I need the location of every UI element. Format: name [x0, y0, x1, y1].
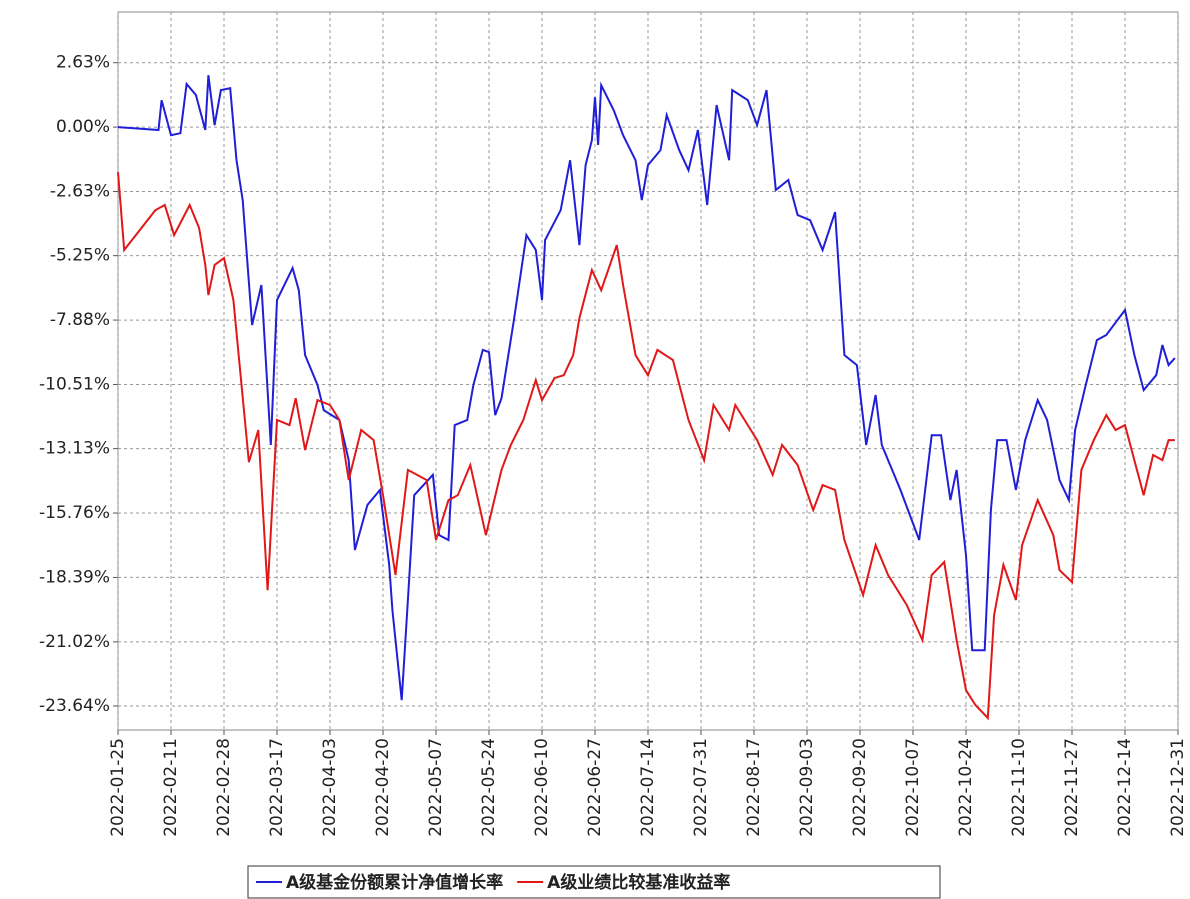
x-tick-label: 2022-10-07 [903, 738, 923, 837]
x-tick-label: 2022-05-07 [426, 738, 446, 837]
x-tick-label: 2022-06-10 [532, 738, 552, 837]
plot-area [117, 11, 1179, 731]
y-tick-label: -5.25% [50, 246, 110, 266]
x-tick-label: 2022-12-31 [1168, 738, 1188, 837]
x-tick-label: 2022-03-17 [267, 738, 287, 837]
x-tick-label: 2022-06-27 [585, 738, 605, 837]
y-tick-label: -21.02% [39, 632, 110, 652]
x-tick-label: 2022-01-25 [108, 738, 128, 837]
x-tick-label: 2022-11-10 [1009, 738, 1029, 837]
x-tick-label: 2022-09-20 [850, 738, 870, 837]
y-tick-label: 0.00% [56, 117, 110, 137]
y-tick-label: -15.76% [39, 503, 110, 523]
x-tick-label: 2022-05-24 [479, 738, 499, 837]
y-tick-label: -7.88% [50, 310, 110, 330]
x-tick-label: 2022-04-03 [320, 738, 340, 837]
x-tick-label: 2022-02-11 [161, 738, 181, 837]
series-line [117, 75, 1176, 701]
x-tick-label: 2022-09-03 [797, 738, 817, 837]
x-tick-label: 2022-04-20 [373, 738, 393, 837]
y-tick-label: -2.63% [50, 182, 110, 202]
y-tick-label: -18.39% [39, 567, 110, 587]
x-tick-label: 2022-07-31 [691, 738, 711, 837]
x-tick-label: 2022-07-14 [638, 738, 658, 837]
x-tick-label: 2022-11-27 [1062, 738, 1082, 837]
series-line [117, 172, 1175, 721]
x-tick-label: 2022-02-28 [214, 738, 234, 837]
x-tick-label: 2022-10-24 [956, 738, 976, 837]
y-tick-label: 2.63% [56, 53, 110, 73]
x-tick-label: 2022-08-17 [744, 738, 764, 837]
legend-label: A级业绩比较基准收益率 [547, 872, 730, 893]
y-tick-label: -10.51% [39, 374, 110, 394]
legend-box [247, 865, 941, 899]
y-tick-label: -23.64% [39, 696, 110, 716]
x-tick-label: 2022-12-14 [1115, 738, 1135, 837]
legend-label: A级基金份额累计净值增长率 [286, 872, 503, 893]
y-tick-label: -13.13% [39, 439, 110, 459]
